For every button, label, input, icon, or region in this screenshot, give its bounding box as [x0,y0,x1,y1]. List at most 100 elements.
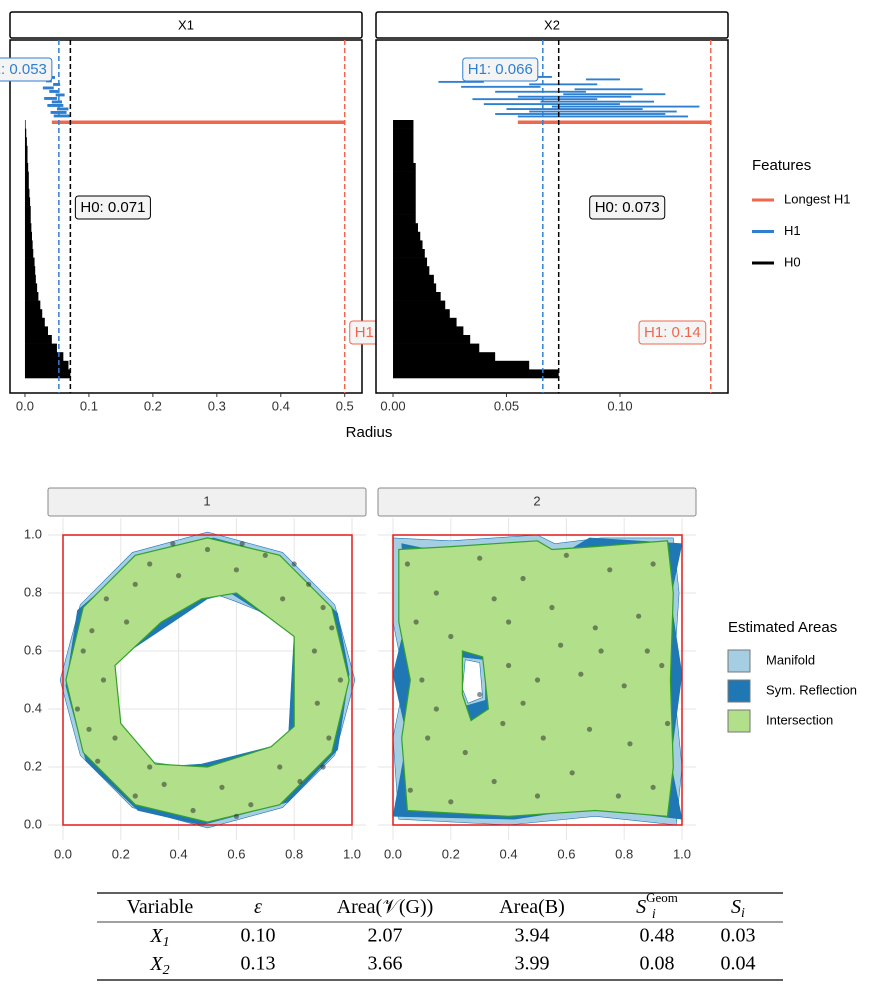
h0-bar [24,214,31,224]
cell-sub: 2 [163,963,170,978]
point [664,720,671,727]
x-tick-label: 0.10 [607,398,632,413]
h0-bar [24,335,52,344]
h0-bar [393,335,471,344]
h0-bar [24,163,29,172]
cell-text: S [731,896,741,918]
point [280,596,286,602]
point [413,619,419,625]
x-tick-label: 0.0 [54,846,72,861]
x-tick-label: 0.5 [336,398,354,413]
x-tick-label: 0.4 [500,846,518,861]
point [659,662,665,669]
table-cell: Area(B) [499,896,565,918]
h1-bar [540,100,655,103]
h0-bar [24,274,36,284]
x-tick-label: 0.8 [615,846,633,861]
h1-bar [53,114,70,118]
h1-bar [50,76,56,79]
point [306,581,312,587]
point [291,561,297,567]
table-cell: 3.94 [515,925,550,947]
point [190,807,196,814]
h0-bar [393,249,425,258]
cell-text: Area(𝒱(G)) [337,896,434,918]
strip [375,11,729,39]
h1-bar [574,88,643,91]
x-tick-label: 0.05 [494,398,519,413]
h0-bar [24,292,39,301]
y-tick-label: 0.0 [24,816,42,831]
threshold-label: H1: 0.053 [0,61,47,78]
h0-bar [393,137,414,147]
point [233,813,239,819]
legend-label: Manifold [766,652,815,667]
table-cell: Variable [127,896,194,918]
cell-text: X [149,925,163,947]
point [563,552,570,558]
y-tick-label: 1.0 [24,526,42,541]
h0-bar [24,188,30,198]
threshold-label: H1: 0.066 [468,61,533,78]
x-tick-label: 0.0 [16,398,34,413]
table-cell: X2 [149,953,169,979]
point [100,677,107,683]
point [233,567,239,573]
x-tick-label: 0.6 [227,846,245,861]
h0-bar [393,214,416,224]
point [86,726,92,732]
h0-bar [393,128,414,138]
h1-bar [55,93,65,97]
h0-bar [24,343,57,353]
h0-bar [393,223,418,233]
x-tick-label: 0.2 [442,846,460,861]
point [448,799,454,805]
cell-sub: i [741,906,745,921]
point [540,735,546,741]
x-tick-label: 0.4 [170,846,188,861]
point [520,700,526,706]
y-tick-label: 0.8 [24,584,42,599]
x-tick-label: 1.0 [673,846,691,861]
h1-bar [495,90,586,93]
h0-bar [24,231,32,241]
point [598,648,604,654]
table-cell: 0.08 [640,953,675,975]
point [506,619,512,625]
point [644,648,650,654]
bounding-box [392,534,683,826]
point [592,625,598,631]
point [320,604,326,611]
threshold-label: H0: 0.073 [595,199,660,216]
label-box [589,195,666,220]
point [326,735,332,741]
point [170,541,176,547]
point [132,793,138,799]
cell-text: ε [254,896,262,918]
h0-bar [393,326,464,336]
point [112,735,118,741]
table-cell: 0.48 [640,925,675,947]
threshold-label: H0: 0.071 [80,199,145,216]
point [462,749,468,756]
legend-title: Estimated Areas [728,619,837,636]
h0-bar [24,283,38,293]
h1-bar [51,100,63,104]
h1-bar [585,78,620,81]
h0-bar [24,266,36,276]
point [534,793,541,799]
h1-bar [49,90,59,93]
label-box [74,195,151,220]
x-tick-label: 0.2 [144,398,162,413]
table-cell: ε [254,896,262,918]
x-tick-label: 0.3 [208,398,226,413]
h1-bar [44,97,57,100]
table-cell: 0.10 [241,925,276,947]
table-cell: 0.03 [721,925,756,947]
h0-bar [393,145,414,155]
h0-bar [393,283,437,293]
h0-bar [24,197,31,207]
cell-text: Variable [127,896,194,918]
